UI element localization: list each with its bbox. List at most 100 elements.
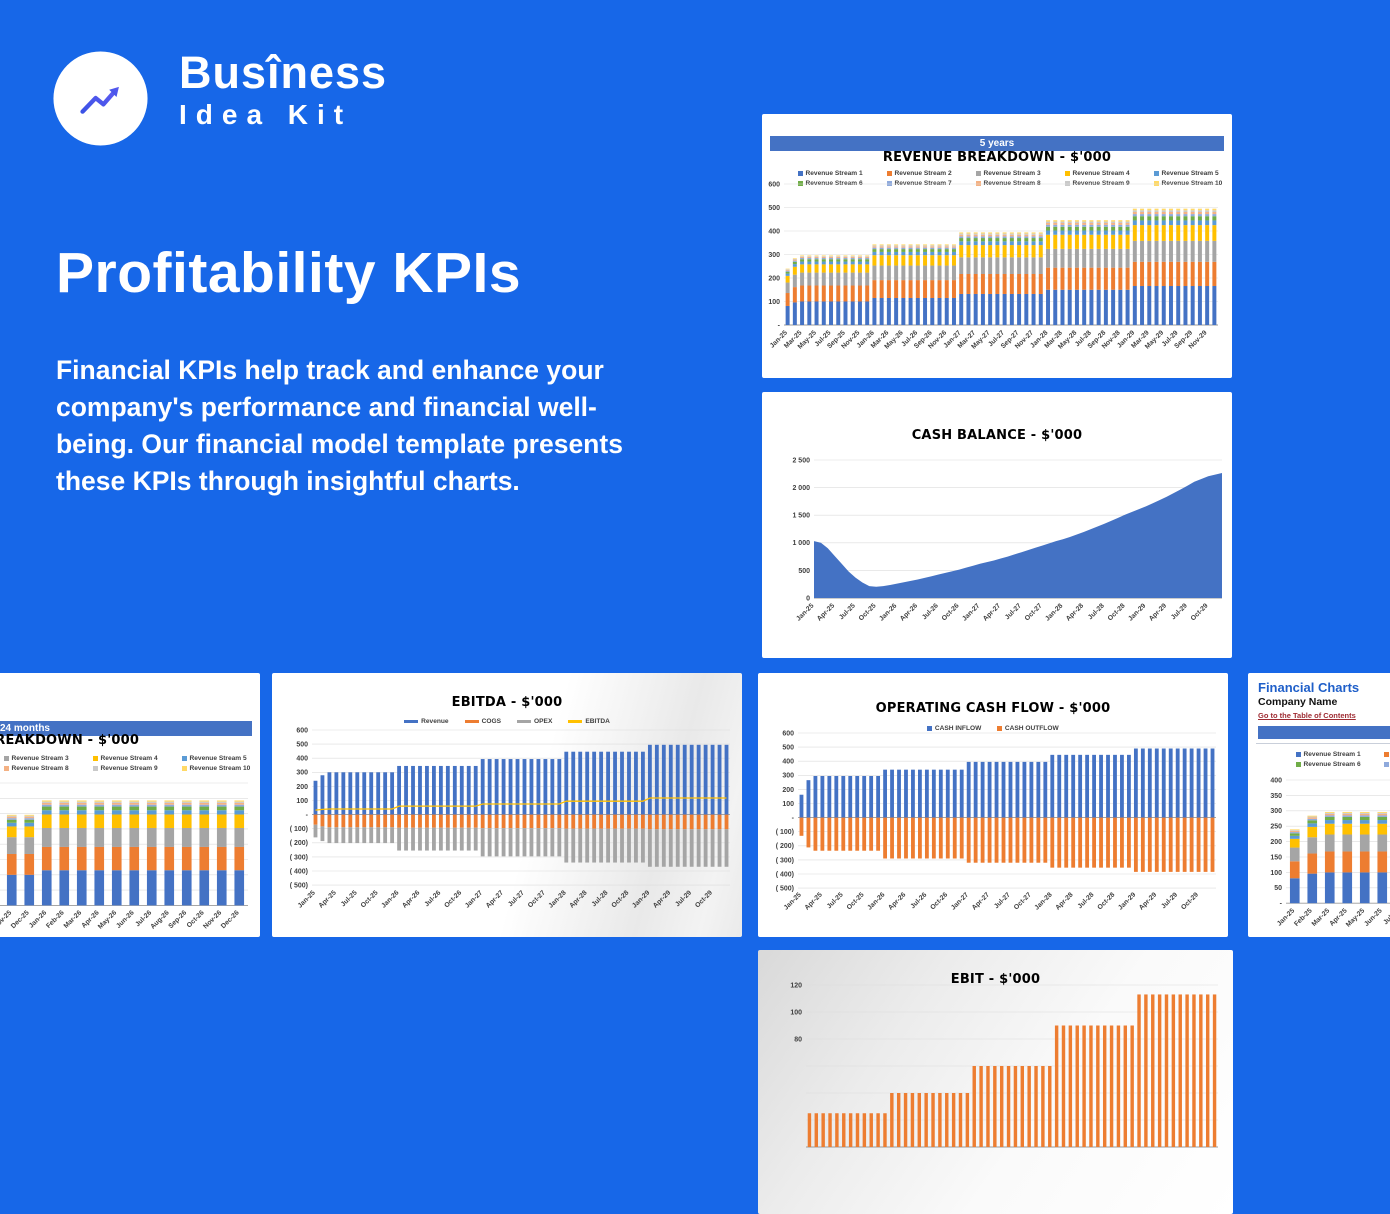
svg-text:Oct-28: Oct-28 — [1107, 602, 1127, 622]
svg-text:Jul-27: Jul-27 — [1004, 602, 1023, 621]
legend-item: Revenue Stream 3 — [976, 170, 1065, 177]
legend-item: Revenue Stream 7 — [887, 180, 976, 187]
legend-swatch — [1384, 752, 1389, 757]
svg-text:Oct-26: Oct-26 — [443, 889, 463, 909]
legend-item: EBITDA — [568, 718, 610, 725]
svg-text:Jan-29: Jan-29 — [1127, 602, 1147, 622]
legend-swatch — [4, 756, 9, 761]
table-of-contents-link[interactable]: Go to the Table of Contents — [1258, 711, 1356, 720]
svg-text:May-26: May-26 — [97, 909, 118, 930]
svg-text:Jan-29: Jan-29 — [1117, 891, 1137, 911]
svg-text:Apr-26: Apr-26 — [401, 889, 421, 909]
svg-text:Jul-26: Jul-26 — [909, 891, 928, 910]
legend-item: Revenue Stream 10 — [182, 765, 271, 772]
svg-text:Jul-25: Jul-25 — [826, 891, 845, 910]
svg-text:Apr-27: Apr-27 — [971, 891, 991, 911]
legend-swatch — [798, 171, 803, 176]
svg-text:Mar-26: Mar-26 — [63, 909, 84, 930]
svg-text:Jul-28: Jul-28 — [1077, 891, 1096, 910]
legend-swatch — [1154, 171, 1159, 176]
svg-text:Apr-29: Apr-29 — [1148, 602, 1168, 622]
svg-text:600: 600 — [782, 730, 794, 737]
svg-text:Jul-28: Jul-28 — [591, 889, 610, 908]
brand-wordmark: Busîness Idea Kit — [179, 50, 387, 131]
legend-swatch — [182, 756, 187, 761]
legend-swatch — [4, 766, 9, 771]
svg-text:( 400): ( 400) — [776, 871, 794, 878]
svg-text:Apr-28: Apr-28 — [1054, 891, 1074, 911]
revenue-breakdown-5y-card: 5 years REVENUE BREAKDOWN - $'000 Revenu… — [762, 114, 1232, 378]
chart-title: EBIT - $'000 — [950, 972, 1041, 987]
svg-text:Jul-29: Jul-29 — [1160, 891, 1179, 910]
svg-text:80: 80 — [794, 1036, 802, 1043]
legend-item: CASH INFLOW — [927, 725, 981, 732]
svg-text:Jul-28: Jul-28 — [1087, 602, 1106, 621]
svg-text:250: 250 — [1270, 824, 1282, 831]
legend-swatch — [404, 720, 419, 723]
svg-text:Dec-25: Dec-25 — [10, 909, 31, 930]
svg-text:Jul-25: Jul-25 — [838, 602, 857, 621]
svg-text:Jul-26: Jul-26 — [921, 602, 940, 621]
legend-swatch — [976, 171, 981, 176]
legend-swatch — [887, 181, 892, 186]
svg-text:500: 500 — [768, 205, 780, 212]
svg-text:2 500: 2 500 — [792, 457, 810, 464]
legend-swatch — [1296, 752, 1301, 757]
svg-text:Oct-27: Oct-27 — [527, 889, 547, 909]
legend-swatch — [798, 181, 803, 186]
chart-title: EBITDA - $'000 — [451, 695, 563, 710]
period-bar — [1258, 726, 1390, 739]
svg-text:( 300): ( 300) — [290, 854, 308, 861]
svg-text:Jan-29: Jan-29 — [631, 889, 651, 909]
svg-text:Jan-27: Jan-27 — [950, 891, 970, 911]
svg-text:Jan-25: Jan-25 — [297, 889, 317, 909]
svg-text:Apr-27: Apr-27 — [485, 889, 505, 909]
legend-swatch — [1154, 181, 1159, 186]
legend-item: Revenue Stream 8 — [4, 765, 93, 772]
legend-item: OPEX — [517, 718, 552, 725]
svg-text:400: 400 — [768, 228, 780, 235]
svg-text:Aug-26: Aug-26 — [149, 909, 170, 930]
svg-text:300: 300 — [1270, 808, 1282, 815]
svg-text:( 400): ( 400) — [290, 868, 308, 875]
svg-text:Oct-29: Oct-29 — [1190, 602, 1210, 622]
legend-item: Revenue Stream 1 — [798, 170, 887, 177]
trend-arrow-icon — [53, 51, 148, 146]
svg-text:Jan-26: Jan-26 — [28, 909, 48, 929]
svg-text:0: 0 — [806, 595, 810, 602]
svg-text:Oct-26: Oct-26 — [929, 891, 949, 911]
svg-text:Jan-26: Jan-26 — [380, 889, 400, 909]
svg-text:Jan-26: Jan-26 — [866, 891, 886, 911]
brand-name-line1: Busîness — [179, 47, 388, 98]
svg-text:100: 100 — [1270, 870, 1282, 877]
svg-text:-: - — [306, 812, 309, 819]
svg-text:50: 50 — [1274, 885, 1282, 892]
svg-text:Apr-27: Apr-27 — [982, 602, 1002, 622]
svg-text:200: 200 — [1270, 839, 1282, 846]
svg-text:Apr-26: Apr-26 — [887, 891, 907, 911]
svg-text:100: 100 — [782, 801, 794, 808]
svg-text:Jan-27: Jan-27 — [961, 602, 981, 622]
ebitda-chart: 600 500 400 300 200 100 - ( 100) ( 200) ( 300) ( 4… — [290, 727, 730, 910]
svg-text:Jun-25: Jun-25 — [1363, 907, 1384, 928]
svg-text:350: 350 — [1270, 793, 1282, 800]
legend-swatch — [1065, 181, 1070, 186]
svg-text:Apr-28: Apr-28 — [1065, 602, 1085, 622]
svg-text:Jun-26: Jun-26 — [115, 909, 136, 930]
svg-text:Jan-27: Jan-27 — [464, 889, 484, 909]
cash-balance-card: CASH BALANCE - $'000 2 500 2 000 1 500 1 00… — [762, 392, 1232, 658]
svg-text:Jan-28: Jan-28 — [548, 889, 568, 909]
legend-item: Revenue Stream 1 — [1296, 751, 1384, 758]
svg-text:-: - — [1280, 901, 1283, 908]
svg-text:Jan-25: Jan-25 — [795, 602, 815, 622]
svg-text:( 200): ( 200) — [290, 840, 308, 847]
legend-swatch — [93, 766, 98, 771]
svg-text:Mar-25: Mar-25 — [1311, 907, 1332, 928]
svg-text:1 500: 1 500 — [792, 513, 810, 520]
svg-text:Oct-28: Oct-28 — [610, 889, 630, 909]
svg-text:Jul-25: Jul-25 — [340, 889, 359, 908]
svg-text:Oct-27: Oct-27 — [1024, 602, 1044, 622]
svg-text:( 500): ( 500) — [290, 883, 308, 890]
